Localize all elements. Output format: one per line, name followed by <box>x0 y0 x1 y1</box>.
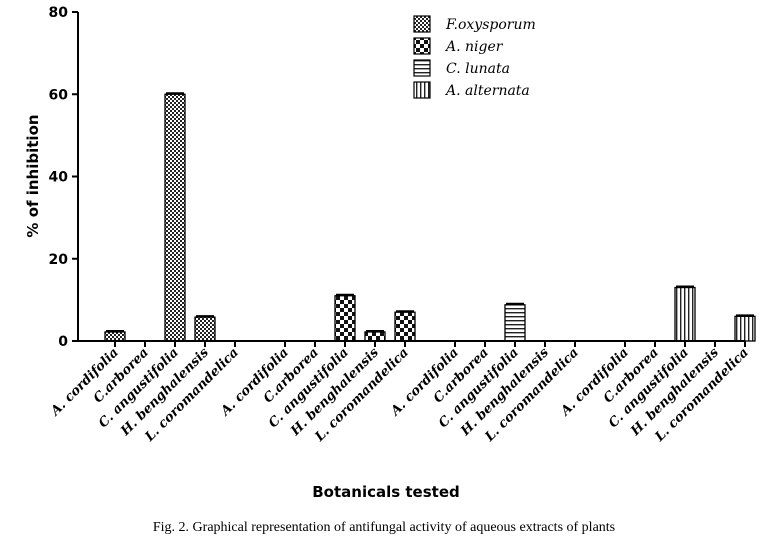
bar-3-4 <box>734 315 756 342</box>
legend-label: A. alternata <box>444 83 530 99</box>
y-axis-title: % of inhibition <box>24 114 42 237</box>
y-tick-label: 40 <box>49 170 69 186</box>
y-tick-label: 0 <box>58 334 68 350</box>
legend: F.oxysporum A. niger C. lunata A. alternata <box>413 15 536 99</box>
y-tick-label: 20 <box>49 252 69 268</box>
bar-2-2 <box>504 304 526 342</box>
bar-1-3 <box>364 331 386 342</box>
y-tick-label: 60 <box>49 87 69 103</box>
bar-1-4 <box>394 311 416 342</box>
bar-3-2 <box>674 286 696 342</box>
x-axis-title: Botanicals tested <box>312 483 460 501</box>
legend-label: C. lunata <box>446 61 510 77</box>
legend-swatch <box>413 15 431 33</box>
y-tick-label: 80 <box>49 5 69 21</box>
legend-label: F.oxysporum <box>445 17 536 33</box>
bar-0-3 <box>194 316 216 342</box>
y-axis: 0 20 40 60 80 <box>49 5 79 350</box>
legend-swatch <box>413 37 431 55</box>
figure-caption: Fig. 2. Graphical representation of anti… <box>152 520 616 535</box>
bar-0-0 <box>104 331 126 342</box>
legend-swatch <box>413 81 431 99</box>
bar-0-2 <box>164 93 186 342</box>
bars-layer <box>104 92 756 342</box>
bar-1-2 <box>334 295 356 342</box>
legend-label: A. niger <box>444 39 504 55</box>
legend-swatch <box>413 59 431 77</box>
